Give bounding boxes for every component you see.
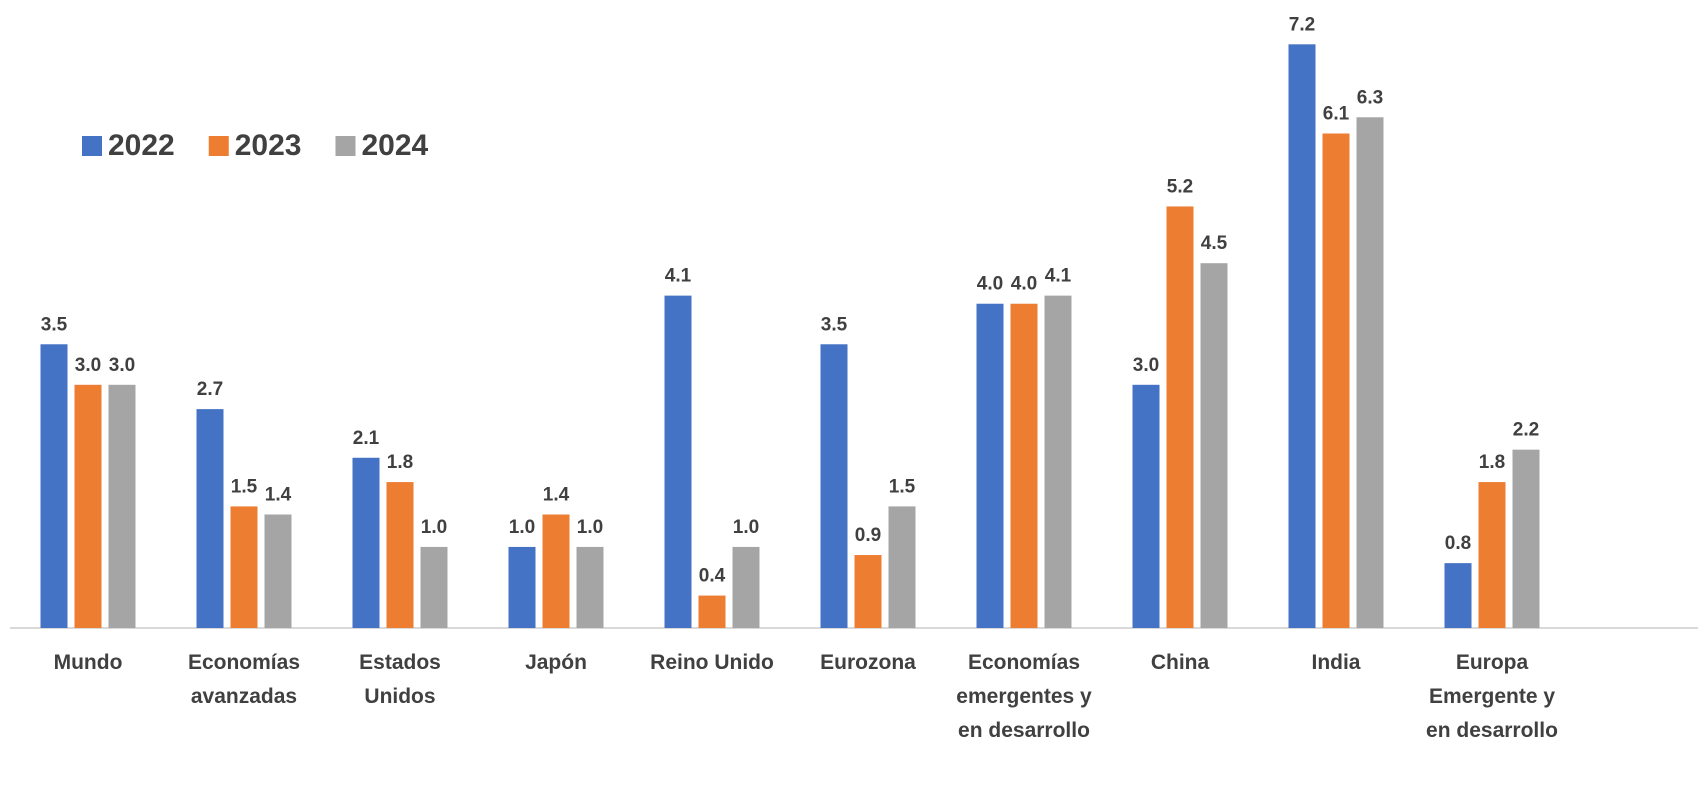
value-label: 1.8: [1479, 452, 1505, 473]
value-label: 0.9: [855, 525, 881, 546]
value-label: 6.1: [1323, 103, 1350, 124]
value-label: 3.0: [109, 355, 135, 376]
value-label: 0.4: [699, 566, 726, 587]
bar: [1010, 303, 1038, 628]
x-tick-label: India: [1311, 651, 1361, 674]
bar: [1444, 563, 1472, 628]
value-label: 6.3: [1357, 87, 1383, 108]
bar: [1132, 384, 1160, 628]
value-label: 4.5: [1201, 233, 1228, 254]
bar: [74, 384, 102, 628]
legend-swatch: [335, 136, 356, 156]
value-label: 1.0: [733, 517, 759, 538]
x-tick-label: Eurozona: [820, 651, 916, 674]
x-tick-label: Europa Emergente y en desarrollo: [1426, 651, 1558, 742]
bar: [1322, 133, 1350, 628]
legend-label: 2022: [108, 129, 175, 162]
bar: [1200, 263, 1228, 628]
value-label: 1.4: [265, 485, 292, 506]
bar: [888, 506, 916, 628]
value-label: 2.7: [197, 379, 223, 400]
value-label: 5.2: [1167, 176, 1193, 197]
value-label: 0.8: [1445, 533, 1471, 554]
value-label: 4.1: [665, 266, 692, 287]
x-tick-label: Economías emergentes y en desarrollo: [956, 651, 1092, 742]
value-label: 1.5: [231, 476, 258, 497]
bar: [40, 344, 68, 628]
bar: [542, 514, 570, 628]
bar: [820, 344, 848, 628]
value-label: 3.0: [75, 355, 101, 376]
x-tick-label: Reino Unido: [650, 651, 774, 674]
value-label: 1.4: [543, 485, 570, 506]
value-label: 3.5: [821, 314, 848, 335]
bar: [732, 546, 760, 628]
bar: [1512, 449, 1540, 628]
bar: [1044, 295, 1072, 628]
bar: [264, 514, 292, 628]
bar: [698, 595, 726, 628]
legend-swatch: [82, 136, 102, 156]
bar: [664, 295, 692, 628]
bar: [420, 546, 448, 628]
bar: [1356, 117, 1384, 628]
value-label: 1.5: [889, 476, 916, 497]
bar: [854, 555, 882, 628]
bar: [976, 303, 1004, 628]
x-tick-label: Mundo: [53, 651, 123, 674]
value-label: 1.0: [577, 517, 603, 538]
value-label: 2.1: [353, 428, 380, 449]
bar: [108, 384, 136, 628]
legend-swatch: [208, 136, 229, 156]
x-tick-label: China: [1150, 651, 1210, 674]
x-tick-label: Estados Unidos: [359, 651, 441, 708]
value-label: 1.8: [387, 452, 413, 473]
value-label: 4.1: [1045, 266, 1072, 287]
value-label: 1.0: [421, 517, 447, 538]
bar: [1478, 482, 1506, 628]
bar: [508, 546, 536, 628]
value-label: 4.0: [1011, 274, 1037, 295]
x-tick-label: Japón: [525, 651, 587, 674]
value-label: 2.2: [1513, 420, 1539, 441]
bar: [230, 506, 258, 628]
value-label: 4.0: [977, 274, 1003, 295]
legend-label: 2024: [362, 129, 429, 162]
legend-label: 2023: [235, 129, 302, 162]
x-tick-label: Economías avanzadas: [187, 651, 301, 708]
value-label: 3.5: [41, 314, 68, 335]
value-label: 7.2: [1289, 14, 1315, 35]
value-label: 1.0: [509, 517, 535, 538]
bar: [1166, 206, 1194, 628]
bar: [576, 546, 604, 628]
value-label: 3.0: [1133, 355, 1159, 376]
bar: [196, 409, 224, 628]
bar: [386, 482, 414, 628]
bar: [1288, 44, 1316, 628]
bar: [352, 457, 380, 628]
